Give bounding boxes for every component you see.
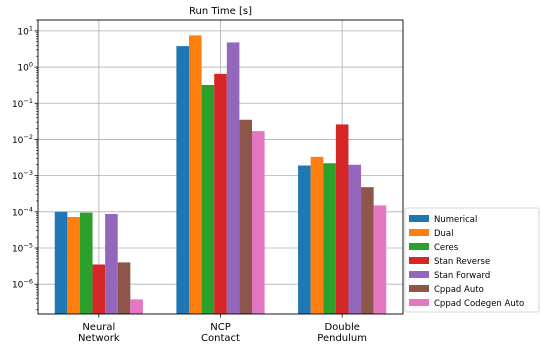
y-tick-label-base: 10 <box>12 208 24 218</box>
y-tick-label-base: 10 <box>12 100 24 110</box>
bar-cppad-auto <box>117 262 131 314</box>
legend-swatch <box>409 229 429 236</box>
y-tick-label-exponent: −5 <box>23 242 33 250</box>
legend-label: Cppad Codegen Auto <box>434 299 524 309</box>
legend: Numerical Dual Ceres Stan Reverse Stan Forwa… <box>404 207 540 313</box>
bar-numerical <box>298 165 311 314</box>
bar-cppad-auto <box>239 119 252 314</box>
legend-swatch <box>409 299 429 306</box>
y-tick-label-base: 10 <box>17 64 29 74</box>
y-tick-label-exponent: −3 <box>23 169 33 177</box>
bar-numerical <box>54 211 68 314</box>
y-tick-label-base: 10 <box>17 27 29 37</box>
y-tick-label: 10−4 <box>12 205 33 218</box>
x-tick-label: Network <box>78 333 120 344</box>
y-tick-label: 100 <box>17 61 33 74</box>
x-tick-label: Contact <box>201 333 240 344</box>
y-tick-label: 10−2 <box>12 133 33 146</box>
y-tick-label-exponent: −6 <box>23 278 33 286</box>
y-tick-label-base: 10 <box>12 245 24 255</box>
bar-stan-reverse <box>335 124 349 314</box>
legend-swatch <box>409 285 429 292</box>
bar-cppad-auto <box>361 187 374 314</box>
bar-stan-forward <box>226 42 240 314</box>
bar-cppad-codegen-auto <box>252 131 265 314</box>
legend-box <box>404 207 540 313</box>
legend-label: Numerical <box>434 215 477 225</box>
bar-stan-forward <box>105 214 118 314</box>
bar-dual <box>310 156 324 314</box>
y-tick-label: 10−6 <box>12 278 33 291</box>
bar-ceres <box>79 212 93 314</box>
legend-label: Dual <box>434 229 454 239</box>
bar-stan-reverse <box>214 73 227 314</box>
y-tick-label: 10−5 <box>12 242 33 255</box>
y-tick-label-base: 10 <box>12 136 24 146</box>
y-tick-label-base: 10 <box>12 281 24 291</box>
y-tick-label: 101 <box>17 24 33 37</box>
bar-ceres <box>323 163 336 314</box>
legend-swatch <box>409 257 429 264</box>
axes-layer: 10−610−510−410−310−210−1100101NeuralNetw… <box>12 19 404 344</box>
legend-label: Stan Forward <box>434 271 490 281</box>
y-tick-label-exponent: 1 <box>29 24 33 32</box>
y-tick-label: 10−3 <box>12 169 33 182</box>
legend-label: Ceres <box>434 243 459 253</box>
legend-swatch <box>409 243 429 250</box>
x-tick-label: Neural <box>82 322 115 333</box>
legend-swatch <box>409 271 429 278</box>
bar-numerical <box>176 46 189 315</box>
bar-dual <box>67 216 80 314</box>
x-tick-label: NCP <box>210 322 231 333</box>
x-tick-label: Pendulum <box>317 333 367 344</box>
bar-ceres <box>201 84 215 314</box>
legend-label: Stan Reverse <box>434 257 490 267</box>
y-tick-label-base: 10 <box>12 172 24 182</box>
y-tick-label-exponent: −4 <box>23 205 33 213</box>
y-tick-label-exponent: −1 <box>23 97 33 105</box>
bar-stan-forward <box>348 164 362 314</box>
bar-stan-reverse <box>92 264 106 314</box>
legend-label: Cppad Auto <box>434 285 484 295</box>
x-tick-label: Double <box>324 322 359 333</box>
y-tick-label-exponent: 0 <box>29 61 33 69</box>
bars-layer <box>54 35 387 315</box>
bar-cppad-codegen-auto <box>130 299 143 314</box>
y-tick-label-exponent: −2 <box>23 133 33 141</box>
bar-cppad-codegen-auto <box>373 205 387 314</box>
bar-dual <box>189 35 202 314</box>
chart-title: Run Time [s] <box>189 6 252 17</box>
y-tick-label: 10−1 <box>12 97 33 110</box>
legend-swatch <box>409 215 429 222</box>
